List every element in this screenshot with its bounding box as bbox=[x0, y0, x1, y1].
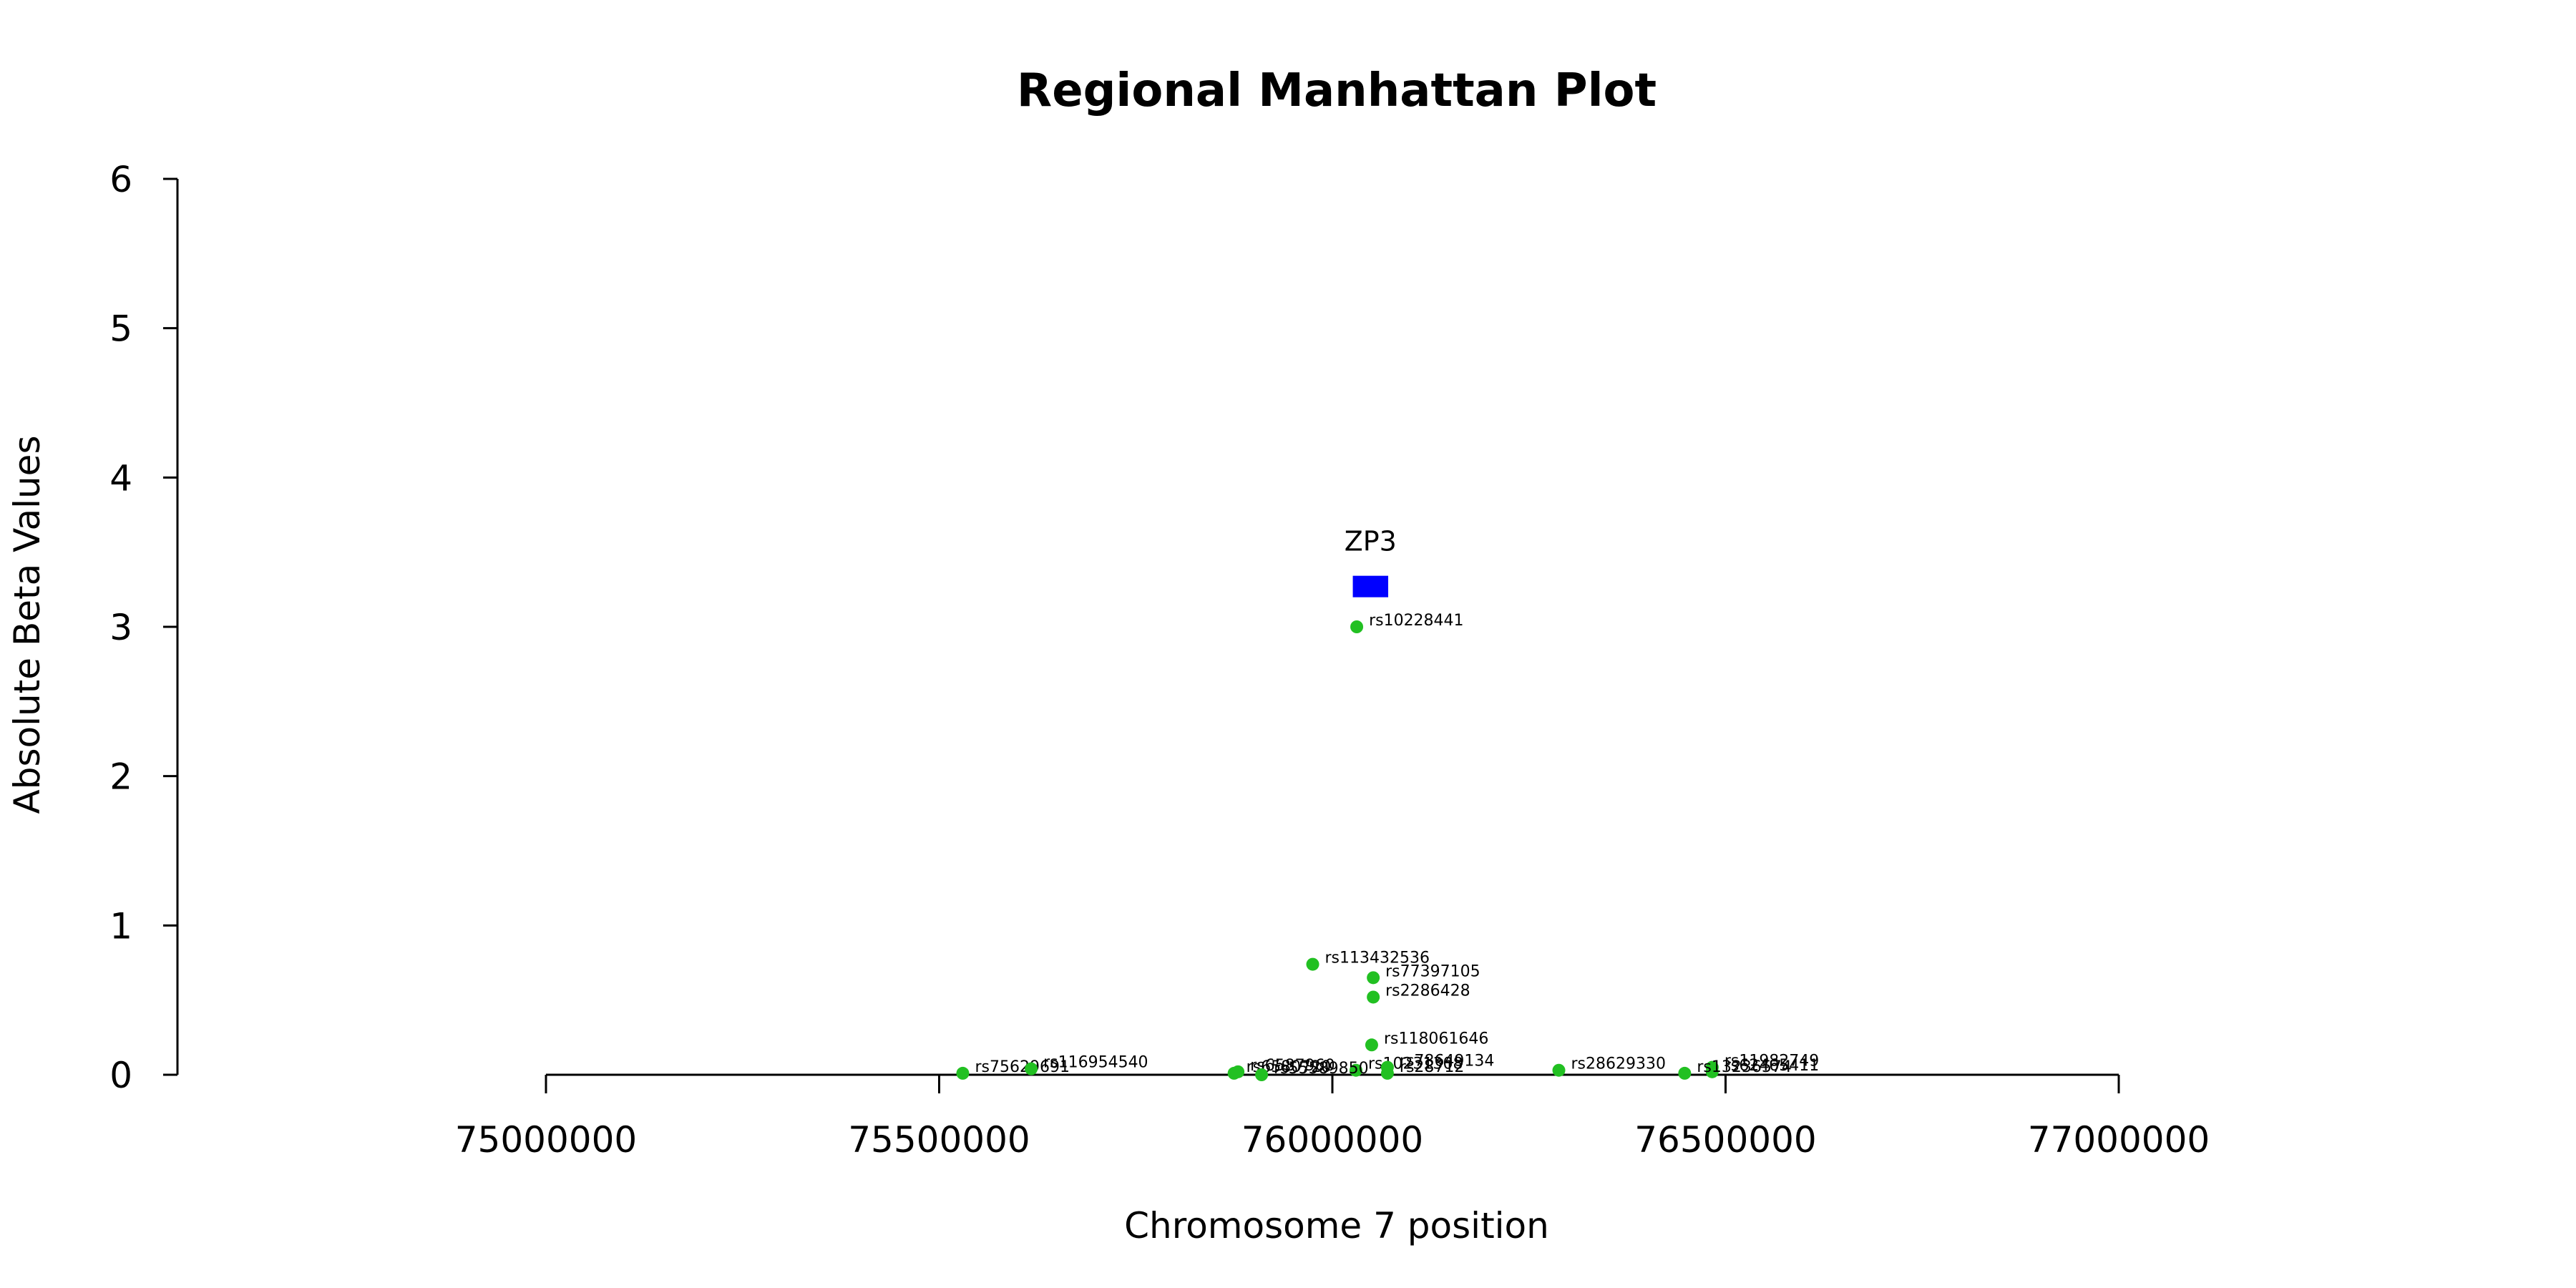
snp-label: rs78649134 bbox=[1400, 1053, 1494, 1070]
snp-label: rs13236574 bbox=[1697, 1058, 1791, 1076]
gene-box bbox=[1352, 575, 1389, 597]
snp-label: rs55589850 bbox=[1274, 1060, 1368, 1078]
snp-label: rs11982749 bbox=[1724, 1053, 1819, 1070]
snp-point bbox=[1367, 971, 1380, 985]
x-tick-label: 75000000 bbox=[455, 1119, 638, 1161]
y-tick-label: 4 bbox=[109, 457, 132, 499]
y-tick-label: 6 bbox=[109, 159, 132, 200]
snp-point bbox=[1349, 1063, 1362, 1077]
snp-label: rs118061646 bbox=[1384, 1030, 1488, 1048]
snp-label: rs62465411 bbox=[1724, 1057, 1819, 1075]
snp-label: rs113432536 bbox=[1325, 950, 1430, 967]
y-tick-label: 0 bbox=[109, 1055, 132, 1096]
snp-label: rs77397105 bbox=[1385, 962, 1480, 980]
snp-label: rs28712 bbox=[1400, 1058, 1465, 1076]
x-tick-label: 77000000 bbox=[2028, 1119, 2210, 1161]
x-tick-label: 75500000 bbox=[848, 1119, 1030, 1161]
snp-point bbox=[1678, 1066, 1692, 1080]
snp-point bbox=[1306, 957, 1319, 971]
y-axis-ticks: 0 1 2 3 4 5 6 bbox=[109, 159, 177, 1096]
snp-label: rs75629691 bbox=[975, 1058, 1069, 1076]
snp-point bbox=[1350, 620, 1364, 633]
snp-point bbox=[1255, 1068, 1269, 1081]
snp-label: rs10228441 bbox=[1369, 612, 1463, 630]
gene-track: ZP3 bbox=[1345, 526, 1397, 597]
snp-point bbox=[1367, 990, 1380, 1004]
snp-label: rs28629330 bbox=[1571, 1055, 1666, 1073]
x-tick-label: 76500000 bbox=[1634, 1119, 1817, 1161]
x-axis-ticks: 75000000 75500000 76000000 76500000 77000000 bbox=[455, 1075, 2210, 1161]
chart-title: Regional Manhattan Plot bbox=[1017, 64, 1657, 117]
snp-point bbox=[1227, 1066, 1241, 1080]
gene-label: ZP3 bbox=[1345, 526, 1397, 557]
snp-point bbox=[1552, 1063, 1566, 1077]
snp-label: rs116954540 bbox=[1043, 1054, 1148, 1072]
snp-label: rs2286428 bbox=[1385, 982, 1470, 1000]
x-axis-label: Chromosome 7 position bbox=[1124, 1205, 1549, 1246]
x-tick-label: 76000000 bbox=[1241, 1119, 1424, 1161]
y-tick-label: 1 bbox=[109, 905, 132, 947]
y-tick-label: 2 bbox=[109, 756, 132, 798]
snp-point bbox=[1380, 1066, 1394, 1080]
snp-point bbox=[1365, 1038, 1378, 1052]
y-axis-label: Absolute Beta Values bbox=[6, 436, 48, 814]
y-tick-label: 5 bbox=[109, 308, 132, 350]
snp-point bbox=[956, 1066, 970, 1080]
snp-point bbox=[1705, 1065, 1719, 1078]
y-tick-label: 3 bbox=[109, 607, 132, 648]
snp-point bbox=[1025, 1062, 1038, 1075]
